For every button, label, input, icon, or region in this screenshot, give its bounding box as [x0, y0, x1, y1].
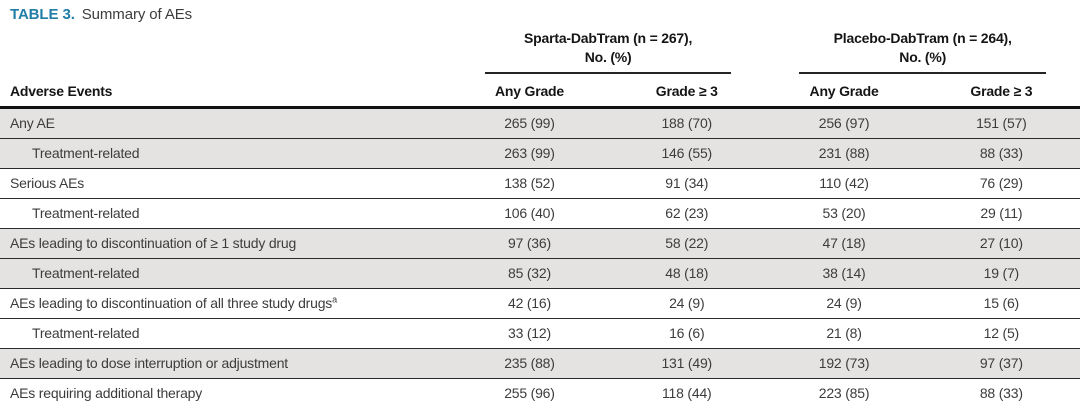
cell-value: 131 (49) [608, 348, 766, 379]
group-title-sparta-line2: No. (%) [584, 48, 632, 65]
cell-value: 48 (18) [608, 258, 766, 289]
cell-value: 91 (34) [608, 168, 766, 199]
cell-value: 151 (57) [922, 107, 1080, 139]
cell-value: 21 (8) [765, 318, 923, 349]
cell-value: 76 (29) [922, 168, 1080, 199]
group-underline-sparta [484, 71, 732, 74]
group-title-placebo-line2: No. (%) [899, 48, 947, 65]
cell-value: 24 (9) [765, 288, 923, 319]
row-label: Any AE [0, 107, 451, 139]
cell-value: 53 (20) [765, 198, 923, 229]
table-row: AEs leading to discontinuation of all th… [0, 288, 1080, 319]
row-label-text: Any AE [10, 115, 55, 132]
group-title-placebo-line1: Placebo-DabTram (n = 264), [833, 30, 1012, 46]
cell-value: 29 (11) [922, 198, 1080, 229]
row-label-text: Serious AEs [10, 175, 85, 192]
table-row: Treatment-related 33 (12) 16 (6) 21 (8) 12 (… [0, 318, 1080, 349]
group-title-placebo: Placebo-DabTram (n = 264), No. (%) [765, 29, 1080, 67]
cell-value: 38 (14) [765, 258, 923, 289]
column-header-any-grade-sparta: Any Grade [450, 73, 609, 109]
row-label-text: Treatment-related [32, 205, 140, 222]
cell-value: 42 (16) [450, 288, 609, 319]
group-title-sparta: Sparta-DabTram (n = 267), No. (%) [451, 29, 766, 67]
cell-value: 118 (44) [661, 385, 712, 402]
cell-value: 97 (37) [922, 348, 1080, 379]
column-header-row: Adverse Events Any Grade Grade ≥ 3 Any G… [0, 73, 1080, 109]
cell-value: 33 (12) [450, 318, 609, 349]
row-label-text: Treatment-related [32, 325, 140, 342]
group-header-sparta-dabtram: Sparta-DabTram (n = 267), No. (%) [451, 27, 766, 74]
row-label-text: AEs leading to discontinuation of all th… [10, 295, 333, 312]
cell-value: 106 (40) [450, 198, 609, 229]
cell-value: 231 (88) [765, 138, 923, 169]
table-caption: TABLE 3. Summary of AEs [0, 0, 1080, 27]
table-row: AEs requiring additional therapy 255 (96)… [0, 378, 1080, 408]
row-label: AEs leading to discontinuation of all th… [0, 288, 451, 319]
cell-value: 47 (18) [765, 228, 923, 259]
cell-value: 255 (96) [504, 385, 555, 402]
column-header-grade-ge3-placebo: Grade ≥ 3 [922, 73, 1080, 109]
row-label-text: AEs leading to dose interruption or adju… [10, 355, 288, 372]
table-row: AEs leading to discontinuation of ≥ 1 st… [0, 228, 1080, 259]
cell-value: 88 (33) [979, 385, 1023, 402]
table-body: Any AE 265 (99) 188 (70) 256 (97) 151 (57) Tr… [0, 107, 1080, 408]
column-header-adverse-events: Adverse Events [0, 73, 451, 109]
cell-value: 223 (85) [818, 385, 870, 402]
cell-value: 88 (33) [922, 138, 1080, 169]
cell-value: 16 (6) [608, 318, 766, 349]
row-label-text: Treatment-related [32, 145, 140, 162]
table-row: Treatment-related 106 (40) 62 (23) 53 (20) 2… [0, 198, 1080, 229]
cell-value: 58 (22) [608, 228, 766, 259]
group-header-row: Sparta-DabTram (n = 267), No. (%) Placebo… [0, 27, 1080, 74]
cell-value: 15 (6) [922, 288, 1080, 319]
cell-value: 97 (36) [450, 228, 609, 259]
ae-summary-table: Sparta-DabTram (n = 267), No. (%) Placebo… [0, 27, 1080, 408]
cell-value: 12 (5) [922, 318, 1080, 349]
cell-value: 188 (70) [608, 107, 766, 139]
cell-value: 19 (7) [922, 258, 1080, 289]
cell-value: 62 (23) [608, 198, 766, 229]
cell-value: 138 (52) [450, 168, 609, 199]
table-caption-text: Summary of AEs [81, 6, 193, 23]
cell-value: 265 (99) [450, 107, 609, 139]
table-row: Treatment-related 85 (32) 48 (18) 38 (14) 19… [0, 258, 1080, 289]
table-row: Any AE 265 (99) 188 (70) 256 (97) 151 (57) [0, 107, 1080, 139]
row-label: Treatment-related [0, 258, 451, 289]
column-header-any-grade-placebo: Any Grade [765, 73, 923, 109]
cell-value: 192 (73) [765, 348, 923, 379]
table-row: Serious AEs 138 (52) 91 (34) 110 (42) 76 (29… [0, 168, 1080, 199]
row-label-text: Treatment-related [32, 265, 140, 282]
row-label-text: AEs requiring additional therapy [10, 385, 203, 402]
row-label: Treatment-related [0, 198, 451, 229]
cell-value: 263 (99) [450, 138, 609, 169]
cell-value: 85 (32) [450, 258, 609, 289]
cell-value: 24 (9) [608, 288, 766, 319]
footnote-marker: a [332, 294, 337, 305]
cell-value: 146 (55) [608, 138, 766, 169]
table-caption-label: TABLE 3. [10, 6, 75, 23]
row-label: AEs leading to dose interruption or adju… [0, 348, 451, 379]
cell-value: 27 (10) [922, 228, 1080, 259]
table-row: AEs leading to dose interruption or adju… [0, 348, 1080, 379]
cell-value: 110 (42) [765, 168, 923, 199]
row-label: Treatment-related [0, 318, 451, 349]
row-label: AEs requiring additional therapy [0, 378, 451, 408]
row-label: Serious AEs [0, 168, 451, 199]
cell-value: 256 (97) [765, 107, 923, 139]
row-label: AEs leading to discontinuation of ≥ 1 st… [0, 228, 451, 259]
cell-value: 235 (88) [450, 348, 609, 379]
row-label: Treatment-related [0, 138, 451, 169]
column-header-grade-ge3-sparta: Grade ≥ 3 [608, 73, 766, 109]
row-label-text: AEs leading to discontinuation of ≥ 1 st… [10, 235, 297, 252]
group-header-spacer [0, 27, 451, 74]
group-header-placebo-dabtram: Placebo-DabTram (n = 264), No. (%) [765, 27, 1080, 74]
group-underline-placebo [799, 71, 1046, 74]
group-title-sparta-line1: Sparta-DabTram (n = 267), [524, 30, 693, 46]
table-row: Treatment-related 263 (99) 146 (55) 231 (88… [0, 138, 1080, 169]
